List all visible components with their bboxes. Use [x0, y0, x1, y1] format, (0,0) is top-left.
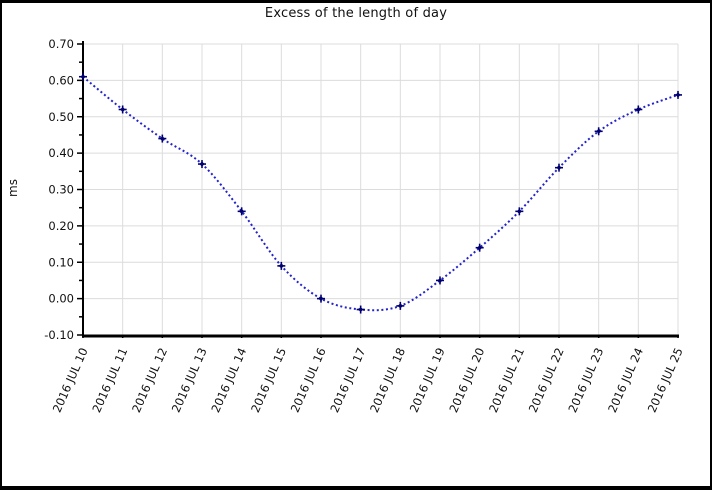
y-tick-label: 0.10	[48, 255, 74, 269]
x-tick-label: 2016 JUL 25	[645, 346, 686, 415]
y-tick-label: 0.20	[48, 219, 74, 233]
data-point-marker	[516, 208, 522, 214]
y-tick-label: 0.30	[48, 183, 74, 197]
data-point-marker	[199, 161, 205, 167]
x-tick-label: 2016 JUL 16	[288, 346, 329, 415]
plot-area: 0.70 0.60 0.50 0.40 0.30 0.20 0.10 0.00 -0.10 201…	[44, 37, 686, 415]
y-tick-label: -0.10	[44, 328, 74, 342]
data-point-marker	[358, 306, 364, 313]
x-tick-label: 2016 JUL 21	[486, 346, 527, 415]
x-tick-label: 2016 JUL 18	[367, 346, 408, 415]
x-tick-label: 2016 JUL 19	[407, 346, 448, 415]
y-tick-label: 0.40	[48, 146, 74, 160]
x-tick-label: 2016 JUL 22	[526, 346, 567, 415]
y-tick-label: 0.60	[48, 73, 74, 87]
chart-title: Excess of the length of day	[264, 6, 448, 21]
data-point-marker	[635, 106, 641, 113]
data-point-marker	[477, 245, 483, 251]
y-tick-label: 0.00	[48, 292, 74, 306]
x-tick-label: 2016 JUL 13	[169, 346, 210, 415]
x-tick-label: 2016 JUL 15	[248, 346, 289, 415]
x-tick-label: 2016 JUL 10	[50, 346, 91, 415]
data-point-marker	[318, 296, 324, 302]
x-tick-label: 2016 JUL 24	[605, 346, 646, 415]
y-tick-label: 0.50	[48, 110, 74, 124]
data-point-marker	[437, 277, 443, 284]
series-line	[82, 75, 679, 312]
data-point-marker	[80, 74, 86, 80]
data-point-marker	[278, 263, 284, 269]
data-point-marker	[596, 128, 602, 134]
x-tick-label: 2016 JUL 11	[89, 346, 130, 415]
y-tick-label: 0.70	[48, 37, 74, 51]
data-point-marker	[556, 165, 562, 171]
x-tick-label: 2016 JUL 23	[565, 346, 606, 415]
x-tick-label: 2016 JUL 20	[446, 346, 487, 415]
x-tick-label: 2016 JUL 12	[129, 346, 170, 415]
data-point-marker	[120, 106, 126, 113]
data-point-marker	[397, 303, 403, 309]
data-point-marker	[239, 208, 245, 214]
data-point-marker	[675, 92, 681, 98]
x-tick-label: 2016 JUL 14	[208, 346, 249, 415]
data-point-marker	[159, 135, 165, 142]
x-tick-label: 2016 JUL 17	[327, 346, 368, 415]
